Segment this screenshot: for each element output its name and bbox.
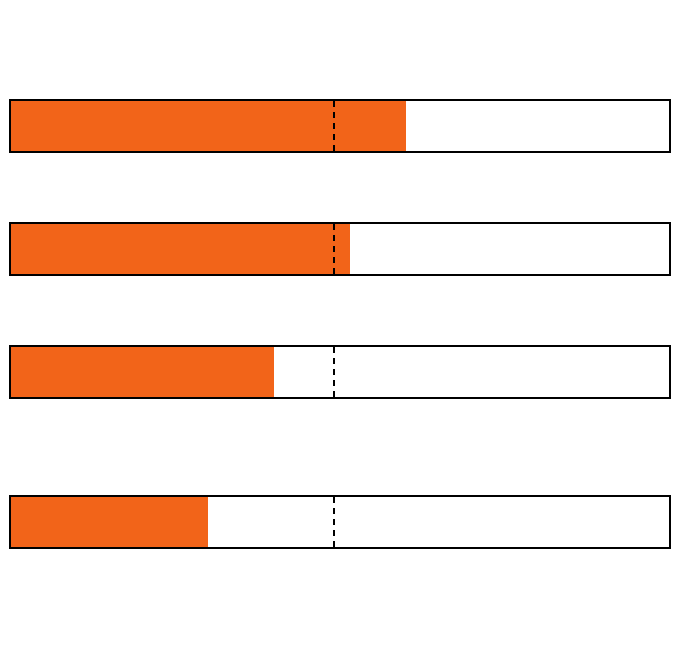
progress-bar xyxy=(9,99,671,153)
progress-bar xyxy=(9,222,671,276)
reference-marker xyxy=(333,347,335,397)
reference-marker xyxy=(333,101,335,151)
reference-marker xyxy=(333,497,335,547)
progress-bar xyxy=(9,495,671,549)
progress-bar-fill xyxy=(11,497,208,547)
progress-bar xyxy=(9,345,671,399)
progress-bar-fill xyxy=(11,101,406,151)
progress-bar-fill xyxy=(11,224,350,274)
reference-marker xyxy=(333,224,335,274)
progress-bar-fill xyxy=(11,347,274,397)
